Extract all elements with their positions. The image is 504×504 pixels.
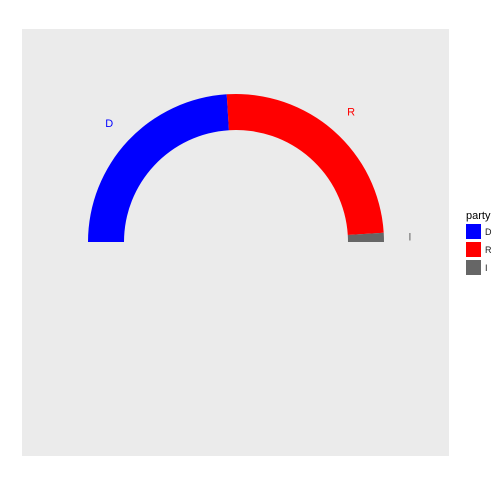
slice-r	[226, 94, 384, 235]
legend: party DRI	[466, 210, 492, 275]
legend-key-i	[466, 260, 481, 275]
legend-title: party	[466, 210, 491, 222]
legend-label-i: I	[485, 263, 488, 273]
slice-label-d: D	[105, 118, 113, 130]
legend-label-r: R	[485, 245, 492, 255]
legend-label-d: D	[485, 227, 492, 237]
plot-panel	[22, 29, 449, 456]
slice-labels-group: D R I	[105, 107, 411, 244]
slice-label-i: I	[408, 232, 411, 244]
slice-label-r: R	[347, 107, 355, 119]
slice-d	[88, 94, 229, 242]
legend-key-d	[466, 224, 481, 239]
slices-group	[88, 94, 384, 242]
slice-i	[347, 232, 384, 242]
legend-key-r	[466, 242, 481, 257]
legend-items: DRI	[466, 224, 492, 275]
